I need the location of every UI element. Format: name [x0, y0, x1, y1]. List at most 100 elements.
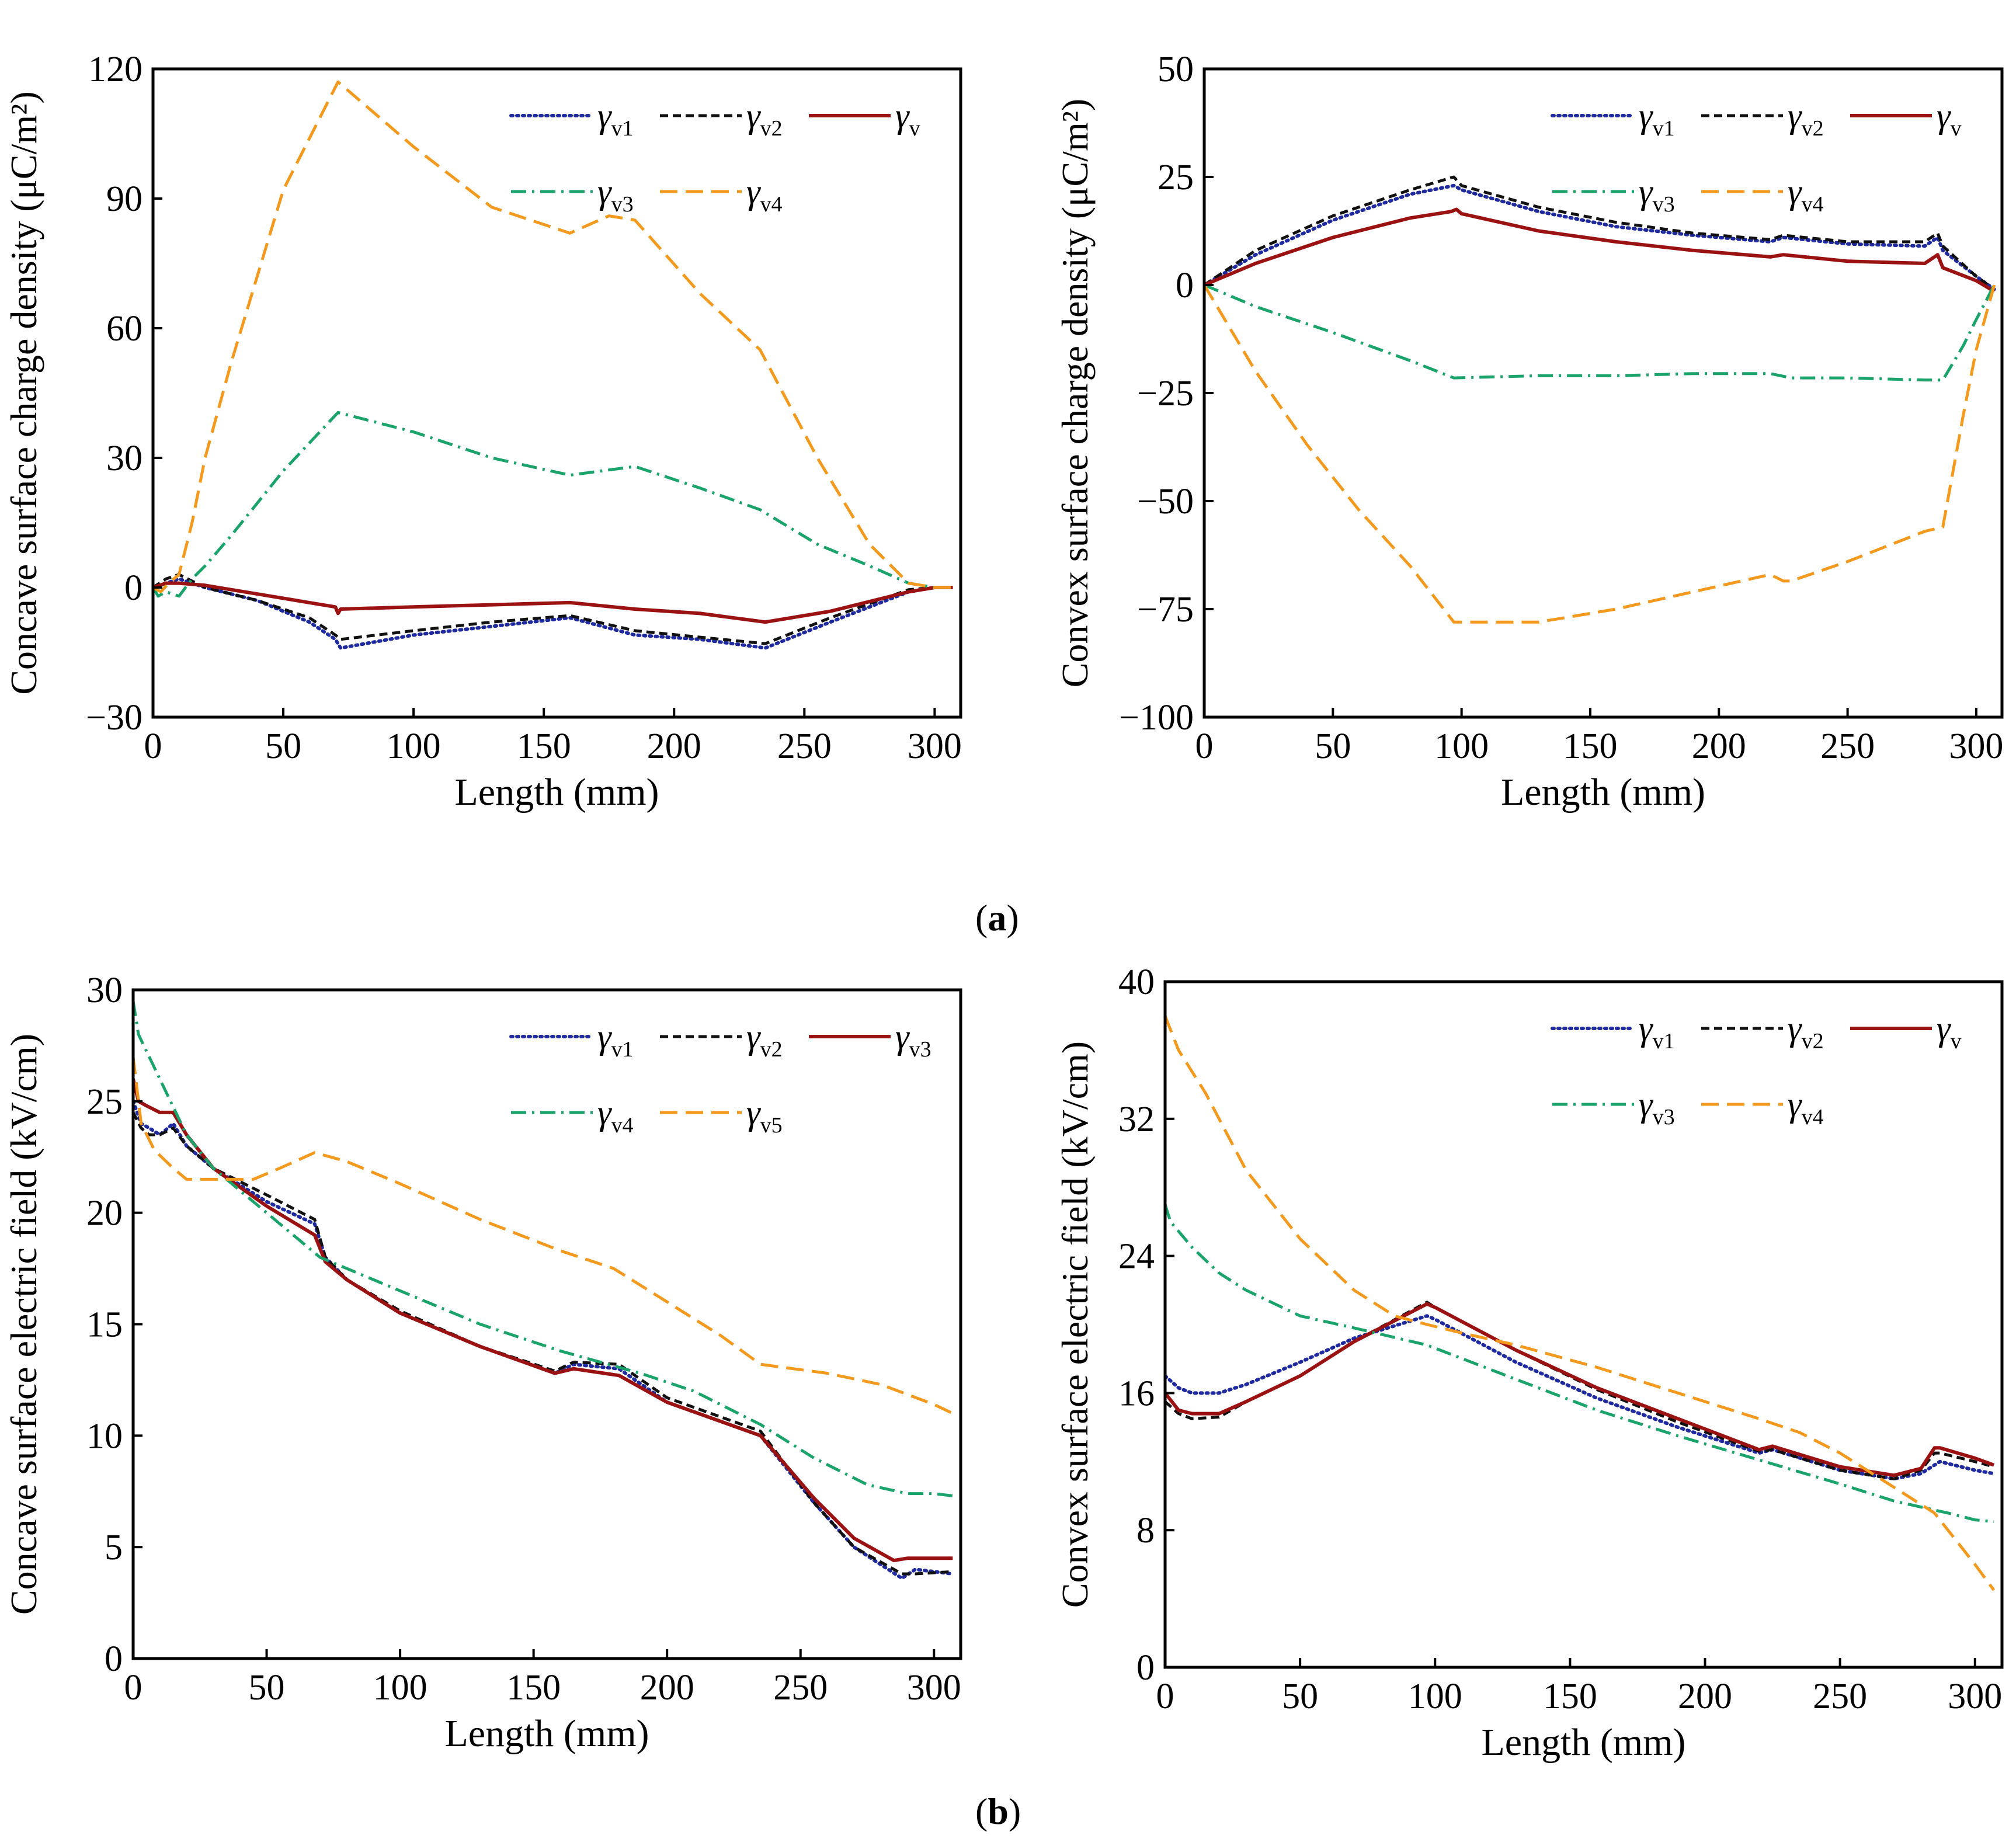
x-tick-label: 100: [373, 1668, 427, 1708]
legend-label-v3: γv3: [1639, 172, 1675, 217]
y-tick-label: 0: [1136, 1648, 1155, 1688]
series-line-v1: [153, 577, 955, 650]
legend-label-v4: γv4: [1788, 1085, 1824, 1129]
x-tick-label: 300: [907, 1668, 961, 1708]
panel-a-letter: a: [988, 897, 1007, 938]
legend-label-v2: γv2: [746, 96, 783, 141]
x-axis-label: Length (mm): [1501, 771, 1705, 814]
plot-frame: [131, 988, 962, 1660]
legend-label-v4: γv4: [746, 172, 783, 217]
series-line-v3: [133, 1000, 953, 1497]
legend-label-v1: γv1: [1639, 1009, 1675, 1054]
series-line-v1: [1165, 1314, 1996, 1481]
y-tick-label: 40: [1118, 962, 1155, 1002]
y-tick-label: −50: [1137, 482, 1194, 522]
x-tick-label: 100: [387, 726, 441, 766]
panel-b-letter: b: [988, 1791, 1009, 1832]
chart-b-right: 0 50 100 150 200 250 300 0 8 16 24 32 40 Length (mm) C…: [1054, 962, 2004, 1764]
series-line-v2: [1204, 175, 1996, 291]
y-tick-label: 0: [124, 568, 142, 608]
legend-label-v3: γv3: [1639, 1085, 1675, 1129]
y-tick-label: 60: [106, 309, 142, 349]
series-line-v2: [133, 1111, 953, 1576]
x-tick-label: 300: [1948, 1677, 2002, 1716]
x-tick-label: 150: [1563, 726, 1617, 766]
legend-label-v1: γv1: [1639, 96, 1675, 141]
series-group: [1204, 175, 1996, 624]
chart-a-right: 0 50 100 150 200 250 300 −100 −75 −50 −25 0 25 50 Leng…: [1054, 50, 2004, 814]
x-tick-label: 250: [773, 1668, 828, 1708]
legend-label-v: γv: [1937, 1009, 1962, 1054]
legend-label-v4: γv5: [746, 1093, 783, 1138]
series-line-v: [1204, 207, 1996, 293]
y-axis-label: Convex surface charge density (μC/m²): [1054, 99, 1096, 687]
y-tick-label: 50: [1158, 50, 1194, 89]
y-tick-label: −30: [86, 698, 142, 738]
y-axis-label: Concave surface charge density (μC/m²): [3, 91, 44, 694]
x-tick-label: 250: [777, 726, 832, 766]
plot-frame: [151, 67, 962, 719]
panel-a-label: (a): [975, 897, 1019, 938]
legend-label-v: γv: [895, 96, 920, 141]
y-tick-label: −25: [1137, 374, 1194, 413]
series-line-v3: [153, 411, 953, 598]
x-tick-label: 100: [1408, 1677, 1462, 1716]
y-tick-label: 8: [1136, 1511, 1155, 1550]
series-group: [133, 1000, 955, 1580]
x-tick-label: 50: [265, 726, 301, 766]
series-line-v1: [1204, 183, 1996, 291]
x-tick-label: 0: [124, 1668, 142, 1708]
series-line-v4: [1204, 284, 1996, 624]
x-tick-label: 100: [1434, 726, 1489, 766]
y-tick-label: 24: [1118, 1237, 1155, 1277]
legend-label-v2: γv2: [746, 1017, 783, 1062]
x-tick-label: 50: [249, 1668, 285, 1708]
legend: γv1 γv2 γv γv3 γv4: [509, 96, 920, 217]
y-axis-label: Convex surface electric field (kV/cm): [1054, 1041, 1096, 1608]
series-line-v: [1165, 1302, 1995, 1478]
y-tick-label: 120: [88, 50, 142, 89]
y-tick-label: 5: [105, 1528, 123, 1567]
y-tick-label: 15: [86, 1305, 123, 1345]
y-tick-label: 25: [1158, 158, 1194, 197]
x-tick-label: 50: [1315, 726, 1351, 766]
x-tick-label: 250: [1820, 726, 1875, 766]
y-tick-label: 20: [86, 1194, 123, 1233]
legend-label-v3: γv3: [597, 172, 634, 217]
series-line-v: [153, 581, 953, 624]
x-tick-label: 300: [1949, 726, 2003, 766]
legend-label-v1: γv1: [597, 96, 634, 141]
y-tick-label: −100: [1119, 698, 1194, 738]
series-line-v4: [1165, 1015, 1996, 1591]
legend-label-v4: γv4: [1788, 172, 1824, 217]
legend-label-v: γv3: [895, 1017, 931, 1062]
x-tick-label: 150: [1543, 1677, 1597, 1716]
y-tick-label: −75: [1137, 590, 1194, 630]
series-line-v3: [1204, 283, 1996, 382]
x-axis-label: Length (mm): [454, 771, 659, 814]
legend-label-v2: γv2: [1788, 96, 1824, 141]
y-tick-label: 32: [1118, 1100, 1155, 1139]
x-axis-label: Length (mm): [1481, 1721, 1685, 1764]
series-line-v4: [153, 80, 953, 593]
y-tick-label: 16: [1118, 1374, 1155, 1413]
legend-label-v1: γv1: [597, 1017, 634, 1062]
y-tick-label: 0: [105, 1639, 123, 1679]
x-tick-label: 50: [1282, 1677, 1318, 1716]
series-line-v1: [133, 1099, 955, 1580]
chart-b-left: 0 50 100 150 200 250 300 0 5 10 15 20 25 30 Length (mm…: [3, 971, 962, 1755]
x-tick-label: 150: [517, 726, 571, 766]
x-tick-label: 300: [908, 726, 962, 766]
plot-frame: [1202, 67, 2004, 719]
plot-frame: [1163, 980, 2004, 1669]
series-line-v4: [133, 1056, 954, 1415]
series-group: [153, 80, 955, 650]
y-tick-label: 90: [106, 179, 142, 219]
x-tick-label: 200: [647, 726, 701, 766]
x-tick-label: 200: [1692, 726, 1746, 766]
legend-label-v2: γv2: [1788, 1009, 1824, 1054]
y-tick-label: 25: [86, 1082, 123, 1122]
series-line-v3: [1165, 1204, 1994, 1523]
panel-b-label: (b): [975, 1791, 1021, 1832]
